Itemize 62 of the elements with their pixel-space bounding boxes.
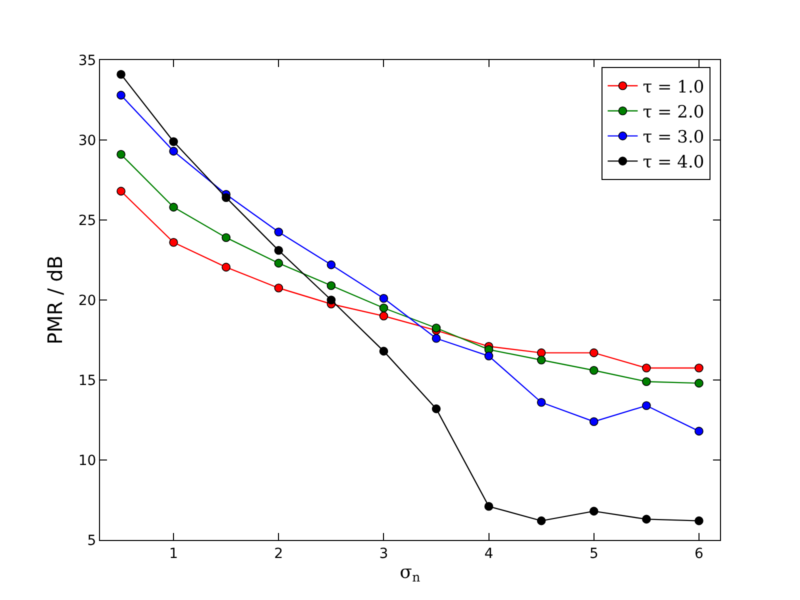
point bbox=[694, 426, 704, 436]
point bbox=[694, 516, 704, 526]
y-axis-title: PMR / dB bbox=[42, 255, 67, 345]
y-tick-label: 20 bbox=[78, 292, 96, 309]
x-tick-label: 3 bbox=[379, 546, 388, 562]
y-tick-label: 15 bbox=[78, 372, 96, 389]
point bbox=[432, 334, 441, 343]
point bbox=[274, 246, 284, 255]
point bbox=[169, 202, 178, 212]
point bbox=[222, 233, 230, 242]
point bbox=[379, 346, 388, 356]
point bbox=[432, 324, 441, 332]
point bbox=[116, 150, 126, 159]
point bbox=[536, 348, 546, 358]
point bbox=[642, 377, 651, 386]
point bbox=[169, 238, 178, 247]
point bbox=[484, 502, 494, 511]
x-tick-label: 1 bbox=[169, 546, 178, 562]
y-tick-label: 25 bbox=[78, 212, 96, 229]
point bbox=[642, 514, 651, 524]
point bbox=[379, 294, 388, 303]
y-tick-label: 30 bbox=[78, 132, 96, 149]
x-tick-label: 4 bbox=[484, 546, 494, 562]
point bbox=[169, 146, 178, 156]
point bbox=[536, 398, 546, 407]
point bbox=[116, 90, 126, 100]
point bbox=[590, 417, 598, 426]
point bbox=[536, 516, 546, 526]
point bbox=[379, 304, 388, 312]
x-tick-label: 5 bbox=[589, 546, 598, 562]
point bbox=[169, 137, 178, 146]
point bbox=[694, 364, 704, 372]
legend-label: τ = 2.0 bbox=[642, 102, 704, 122]
legend-label: τ = 4.0 bbox=[642, 152, 704, 173]
point bbox=[379, 312, 388, 320]
x-axis-title: σ$_{n}$ bbox=[400, 562, 420, 585]
x-tick-label: 6 bbox=[694, 546, 704, 562]
point bbox=[590, 366, 598, 375]
point bbox=[274, 258, 284, 268]
point bbox=[274, 284, 284, 292]
y-tick-label: 5 bbox=[87, 532, 96, 549]
point bbox=[642, 364, 651, 372]
point bbox=[274, 228, 284, 236]
y-tick-label: 35 bbox=[78, 52, 96, 69]
point bbox=[432, 404, 441, 414]
point bbox=[536, 356, 546, 364]
point bbox=[326, 296, 336, 304]
point bbox=[222, 193, 230, 202]
point bbox=[484, 352, 494, 360]
point bbox=[642, 401, 651, 410]
point bbox=[326, 260, 336, 270]
point bbox=[694, 378, 704, 388]
y-tick-label: 10 bbox=[78, 452, 96, 469]
point bbox=[590, 348, 598, 358]
point bbox=[222, 262, 230, 272]
legend-label: τ = 1.0 bbox=[642, 77, 704, 98]
point bbox=[326, 281, 336, 290]
legend-label: τ = 3.0 bbox=[642, 128, 704, 148]
point bbox=[116, 70, 126, 79]
point bbox=[590, 506, 598, 516]
x-tick-label: 2 bbox=[274, 546, 284, 562]
point bbox=[116, 186, 126, 196]
